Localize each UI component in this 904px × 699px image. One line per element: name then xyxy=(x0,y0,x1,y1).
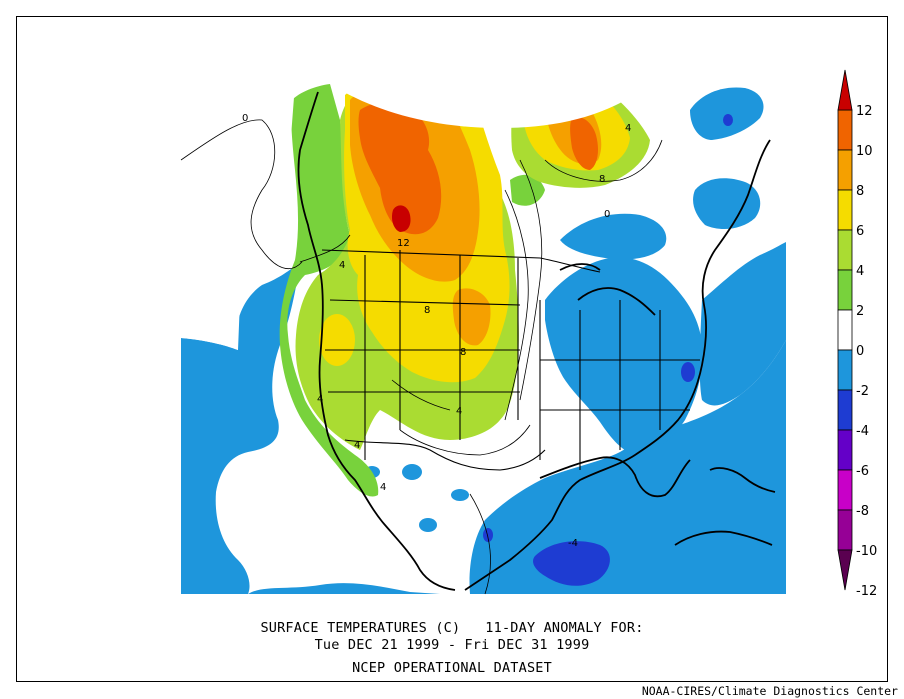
colorbar-segment xyxy=(837,509,853,551)
credit-text: NOAA-CIRES/Climate Diagnostics Center xyxy=(641,684,898,698)
colorbar-segment xyxy=(837,349,853,391)
colorbar-tick-label: 8 xyxy=(856,184,864,199)
contour-label: 0 xyxy=(604,209,610,220)
colorbar-segment xyxy=(837,429,853,471)
top-mask xyxy=(181,80,786,84)
contour-label: 4 xyxy=(625,123,631,134)
colorbar-tick-label: 12 xyxy=(856,104,873,119)
cool-regions xyxy=(181,87,786,594)
contour-label: -4 xyxy=(568,538,578,549)
colorbar-tick-label: 6 xyxy=(856,224,864,239)
contour-label: 12 xyxy=(397,238,410,249)
colorbar-segment xyxy=(837,189,853,231)
contour-label: 8 xyxy=(460,347,466,358)
contour-label: 4 xyxy=(354,440,360,451)
colorbar-tick-label: 2 xyxy=(856,304,864,319)
contour-lines xyxy=(180,119,663,595)
colorbar-top-arrow xyxy=(837,69,853,111)
contour-label: 4 xyxy=(317,394,323,405)
colorbar-segment xyxy=(837,149,853,191)
title-line-2: Tue DEC 21 1999 - Fri DEC 31 1999 xyxy=(314,637,590,653)
colorbar-tick-label: -10 xyxy=(856,544,877,559)
colorbar-segment xyxy=(837,229,853,271)
political-borders xyxy=(321,249,700,471)
colorbar-segment xyxy=(837,389,853,431)
colorbar-tick-label: -12 xyxy=(856,584,877,599)
north-atlantic-white xyxy=(650,84,786,140)
coastlines xyxy=(297,91,776,591)
pacific-north-white xyxy=(181,84,295,350)
colorbar-tick-label: 0 xyxy=(856,344,864,359)
deep-cool-regions xyxy=(483,114,733,586)
contour-label: 4 xyxy=(456,406,462,417)
colorbar-tick-label: 4 xyxy=(856,264,864,279)
colorbar-tick-label: -8 xyxy=(856,504,869,519)
contour-label: 0 xyxy=(242,113,248,124)
warm-10-regions xyxy=(358,102,598,235)
contour-label: 8 xyxy=(599,174,605,185)
polar-cap xyxy=(330,84,650,128)
colorbar-bottom-arrow xyxy=(837,549,853,591)
title-line-1: SURFACE TEMPERATURES (C) 11-DAY ANOMALY … xyxy=(260,620,644,636)
colorbar-tick-label: 10 xyxy=(856,144,873,159)
title-line-3: NCEP OPERATIONAL DATASET xyxy=(352,660,552,676)
contour-label: 4 xyxy=(339,260,345,271)
contour-label-group: 0 4 8 12 8 8 4 4 4 4 4 0 -4 xyxy=(242,113,631,549)
colorbar-segment xyxy=(837,469,853,511)
colorbar-segment xyxy=(837,309,853,351)
colorbar-segment xyxy=(837,269,853,311)
colorbar-tick-label: -4 xyxy=(856,424,869,439)
plot-frame xyxy=(16,16,888,682)
colorbar: 12 10 8 6 4 2 0 -2 -4 -6 -8 -10 -12 xyxy=(837,69,877,599)
colorbar-tick-label: -6 xyxy=(856,464,869,479)
colorbar-tick-label: -2 xyxy=(856,384,869,399)
colorbar-segment xyxy=(837,109,853,151)
contour-label: 4 xyxy=(380,482,386,493)
contour-label: 8 xyxy=(424,305,430,316)
warm-12-regions xyxy=(391,205,411,232)
